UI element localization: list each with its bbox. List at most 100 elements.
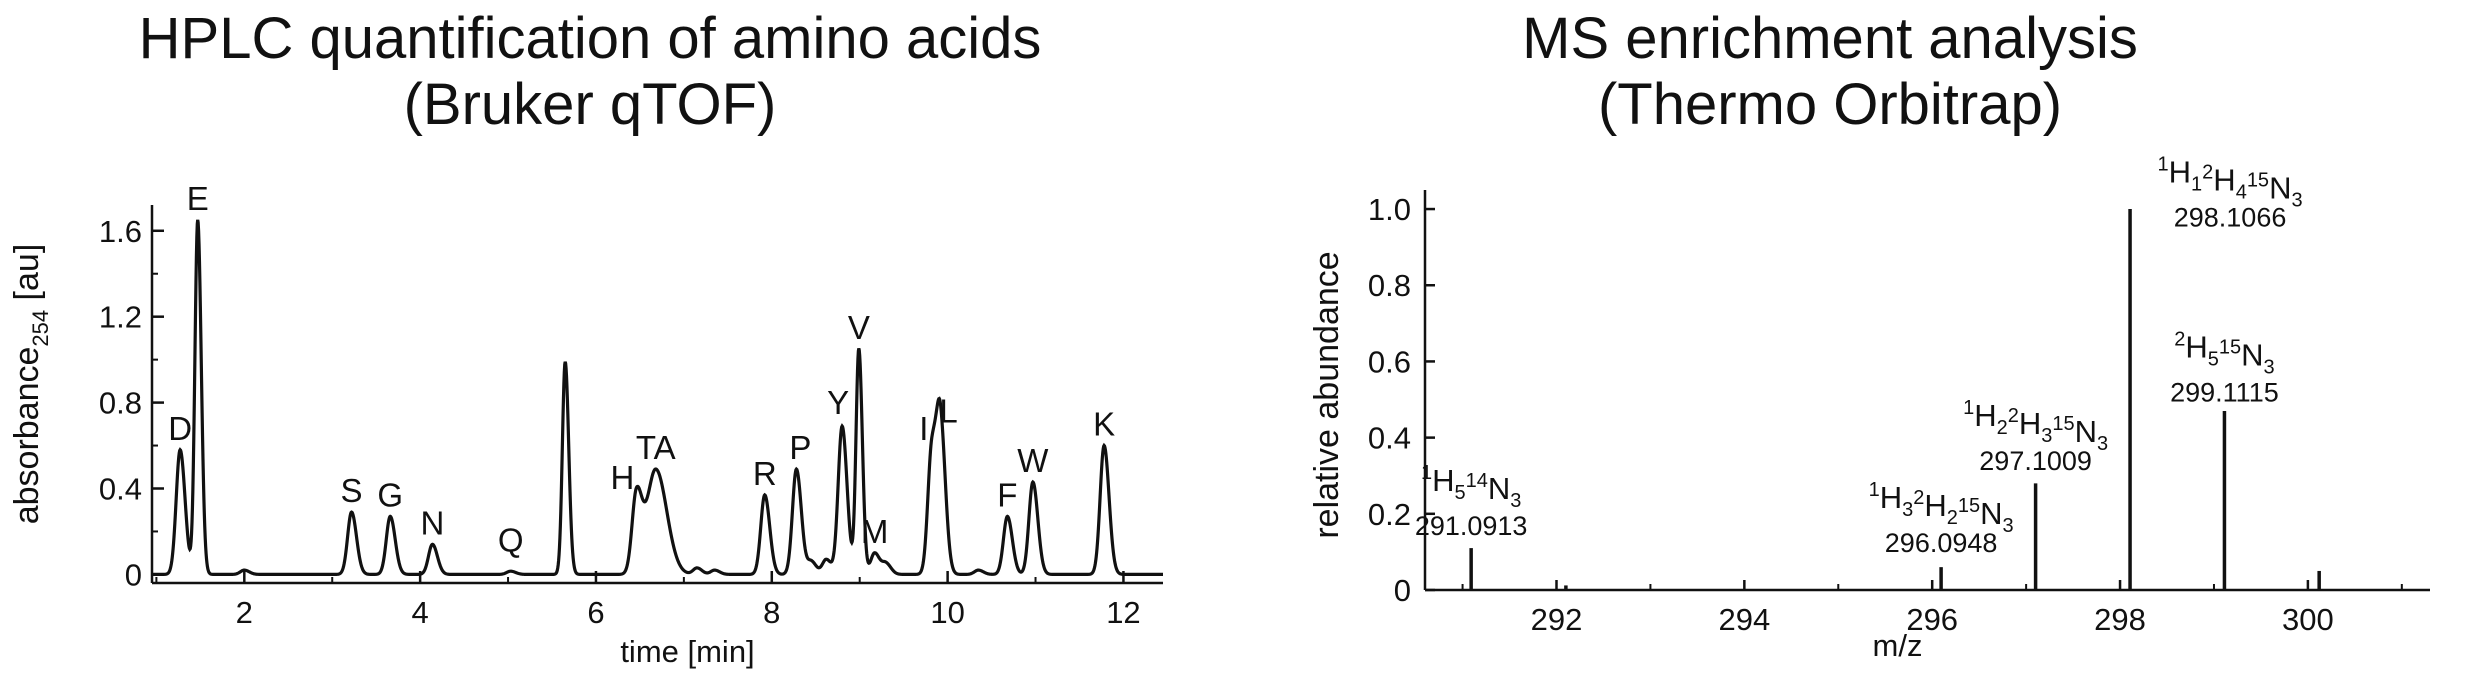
ms-formula-element: H <box>2185 330 2207 365</box>
ms-title-line1: MS enrichment analysis <box>1522 6 2138 71</box>
hplc-x-tick-label: 10 <box>930 595 964 630</box>
hplc-x-tick-label: 2 <box>236 595 253 630</box>
ms-y-tick-label: 1.0 <box>1368 192 1411 227</box>
hplc-peak-label: K <box>1093 406 1115 443</box>
hplc-y-label-sub: 254 <box>28 310 53 347</box>
ms-x-tick-label: 296 <box>1906 602 1958 637</box>
hplc-peak-label: Y <box>827 384 849 421</box>
hplc-title-line2: (Bruker qTOF) <box>403 72 777 137</box>
hplc-peak-label: H <box>610 459 634 496</box>
ms-formula-sup: 1 <box>1869 479 1880 501</box>
hplc-x-tick-label: 4 <box>412 595 429 630</box>
ms-title-line2: (Thermo Orbitrap) <box>1597 72 2063 137</box>
ms-x-tick-label: 298 <box>2094 602 2146 637</box>
hplc-y-tick-label: 0.8 <box>99 386 142 421</box>
ms-formula-sup: 1 <box>1421 462 1432 484</box>
ms-formula-element: H <box>1974 398 1996 433</box>
ms-x-tick-label: 300 <box>2282 602 2334 637</box>
hplc-peak-label: L <box>939 393 957 430</box>
hplc-x-tick-label: 12 <box>1106 595 1140 630</box>
hplc-y-tick-label: 0 <box>125 557 142 592</box>
hplc-x-label: time [min] <box>620 634 754 669</box>
ms-formula-sub: 3 <box>2041 425 2052 447</box>
ms-y-tick-label: 0.4 <box>1368 421 1411 456</box>
hplc-y-label-main: absorbance <box>8 347 46 525</box>
hplc-x-tick-label: 6 <box>587 595 604 630</box>
ms-annotation-mz: 291.0913 <box>1415 511 1528 541</box>
ms-formula-element: H <box>2213 162 2235 197</box>
ms-annotation-formula: 1H514N3 <box>1421 462 1521 512</box>
ms-formula-sup: 2 <box>1913 487 1924 509</box>
hplc-peak-label: Q <box>498 522 524 559</box>
ms-formula-element: H <box>2169 154 2191 189</box>
hplc-peak-label: R <box>753 455 777 492</box>
hplc-y-tick-label: 1.6 <box>99 214 142 249</box>
hplc-peak-label: G <box>377 476 403 513</box>
ms-x-tick-label: 292 <box>1531 602 1583 637</box>
ms-formula-sub: 5 <box>1454 482 1465 504</box>
ms-formula-sub: 3 <box>1902 499 1913 521</box>
ms-formula-sup: 2 <box>2008 405 2019 427</box>
ms-y-tick-label: 0.2 <box>1368 497 1411 532</box>
ms-annotation-mz: 296.0948 <box>1885 528 1998 558</box>
hplc-trace <box>152 219 1163 577</box>
hplc-y-label: absorbance254 [au] <box>8 244 53 525</box>
ms-formula-sup: 14 <box>1466 470 1488 492</box>
ms-y-tick-label: 0.8 <box>1368 268 1411 303</box>
ms-formula-element: N <box>2241 338 2263 373</box>
hplc-y-tick-label: 0.4 <box>99 472 142 507</box>
ms-chart-title: MS enrichment analysis (Thermo Orbitrap) <box>1330 6 2330 138</box>
ms-formula-sup: 15 <box>1958 495 1980 517</box>
ms-formula-element: N <box>2269 170 2291 205</box>
ms-formula-sup: 1 <box>2158 153 2169 175</box>
ms-formula-sup: 15 <box>2219 337 2241 359</box>
ms-formula-sub: 3 <box>2097 433 2108 455</box>
ms-formula-sub: 1 <box>2191 173 2202 195</box>
ms-annotation-formula: 1H12H415N3 <box>2158 153 2303 211</box>
hplc-peak-label: V <box>848 309 870 346</box>
ms-formula-sub: 3 <box>2264 357 2275 379</box>
hplc-peak-label: P <box>789 429 811 466</box>
hplc-title-line1: HPLC quantification of amino acids <box>138 6 1042 71</box>
ms-x-label: m/z <box>1873 628 1923 663</box>
hplc-peak-label: TA <box>636 429 676 466</box>
ms-y-tick-label: 0 <box>1394 573 1411 608</box>
ms-formula-sub: 3 <box>2002 515 2013 537</box>
hplc-chart: 2 4 6 8 10 12 0 0.4 0.8 1.2 1.6 time [min] absorbanc… <box>8 180 1163 669</box>
hplc-y-tick-label: 1.2 <box>99 300 142 335</box>
ms-formula-element: N <box>1488 471 1510 506</box>
ms-chart: 292 294 296 298 300 0 0.2 0.4 0.6 0.8 1.0 m/z relati… <box>1308 153 2430 663</box>
ms-annotation-formula: 2H515N3 <box>2174 329 2274 379</box>
ms-annotation-mz: 297.1009 <box>1979 446 2092 476</box>
ms-formula-sub: 2 <box>1947 507 1958 529</box>
hplc-peak-label: D <box>168 410 192 447</box>
ms-formula-sub: 3 <box>1510 490 1521 512</box>
hplc-peak-label: M <box>861 513 889 550</box>
hplc-peak-label: S <box>341 472 363 509</box>
ms-formula-sup: 1 <box>1963 397 1974 419</box>
ms-formula-sup: 15 <box>2247 169 2269 191</box>
hplc-peak-label: E <box>187 180 209 217</box>
ms-annotation-mz: 299.1115 <box>2170 378 2279 408</box>
hplc-peak-label: W <box>1017 442 1049 479</box>
ms-formula-element: H <box>1880 480 1902 515</box>
ms-formula-element: N <box>1980 496 2002 531</box>
ms-annotation-mz: 298.1066 <box>2174 202 2287 232</box>
ms-formula-sub: 4 <box>2236 181 2247 203</box>
ms-formula-sub: 5 <box>2208 349 2219 371</box>
hplc-chart-title: HPLC quantification of amino acids (Bruk… <box>40 6 1140 138</box>
hplc-peak-label: N <box>421 504 445 541</box>
ms-formula-sub: 3 <box>2291 189 2302 211</box>
ms-formula-sup: 2 <box>2174 329 2185 351</box>
ms-formula-sub: 2 <box>1997 417 2008 439</box>
ms-y-tick-label: 0.6 <box>1368 344 1411 379</box>
ms-formula-element: H <box>1924 488 1946 523</box>
ms-formula-sup: 2 <box>2202 161 2213 183</box>
ms-formula-element: H <box>2019 406 2041 441</box>
ms-y-label: relative abundance <box>1308 251 1346 538</box>
hplc-peak-label: I <box>919 410 928 447</box>
ms-annotation-formula: 1H22H315N3 <box>1963 397 2108 455</box>
hplc-peak-label: F <box>997 476 1017 513</box>
ms-annotation-formula: 1H32H215N3 <box>1869 479 2014 537</box>
hplc-x-tick-label: 8 <box>763 595 780 630</box>
